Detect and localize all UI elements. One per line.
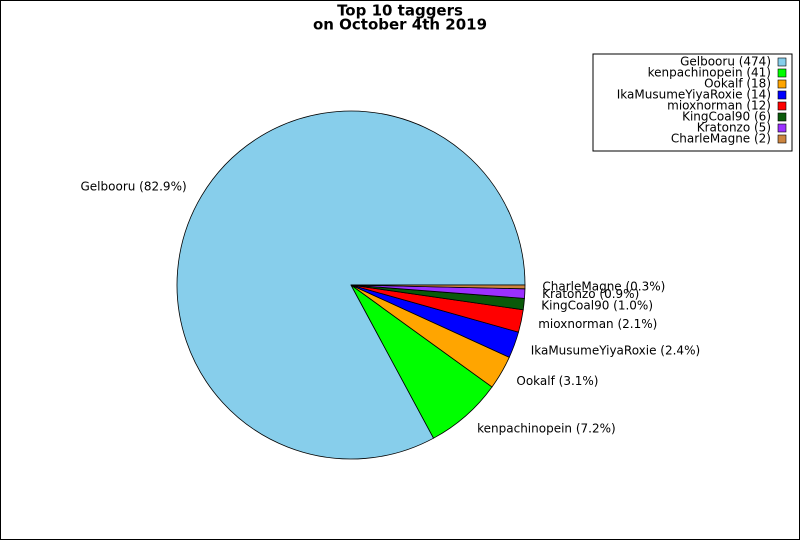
legend-swatch — [777, 68, 787, 78]
chart-subtitle: on October 4th 2019 — [313, 16, 487, 34]
slice-label: IkaMusumeYiyaRoxie (2.4%) — [531, 343, 700, 357]
legend-label: Ookalf (18) — [704, 77, 771, 91]
legend-swatch — [777, 112, 787, 122]
legend-label: CharleMagne (2) — [671, 132, 771, 146]
legend-swatch — [777, 90, 787, 100]
slice-label: Kratonzo (0.9%) — [542, 287, 639, 301]
slice-label: kenpachinopein (7.2%) — [477, 421, 616, 435]
slice-label: Gelbooru (82.9%) — [81, 179, 187, 193]
legend-swatch — [777, 57, 787, 67]
legend-label: KingCoal90 (6) — [682, 110, 771, 124]
chart-title: Top 10 taggers — [337, 2, 463, 20]
legend-label: Kratonzo (5) — [697, 121, 771, 135]
legend-swatch — [777, 134, 787, 144]
slice-label: CharleMagne (0.3%) — [542, 280, 665, 294]
legend-swatch — [777, 123, 787, 133]
legend-label: mioxnorman (12) — [667, 99, 771, 113]
slice-label: Ookalf (3.1%) — [516, 374, 598, 388]
legend-swatch — [777, 101, 787, 111]
slice-label: KingCoal90 (1.0%) — [541, 298, 653, 312]
legend-swatch — [777, 79, 787, 89]
legend-label: Gelbooru (474) — [680, 55, 771, 69]
legend-box — [592, 53, 793, 152]
pie-slice — [350, 284, 526, 290]
slice-label: mioxnorman (2.1%) — [538, 317, 657, 331]
legend-label: IkaMusumeYiyaRoxie (14) — [617, 88, 771, 102]
legend-label: kenpachinopein (41) — [648, 66, 771, 80]
